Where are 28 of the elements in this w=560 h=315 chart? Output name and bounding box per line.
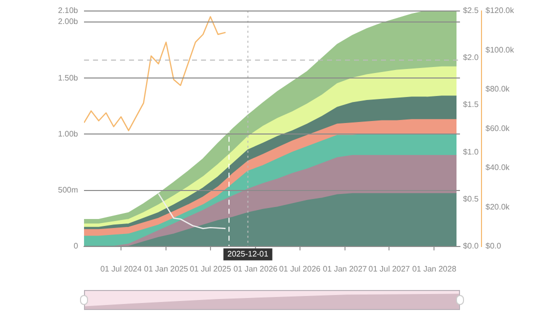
y3-tick-label: $120.0k (486, 6, 515, 16)
x-tick-label: 01 Jul 2025 (190, 264, 232, 274)
y-tick-label: 0 (74, 242, 79, 251)
y2-tick-label: $2.0 (462, 53, 480, 62)
x-tick-label: 01 Jan 2026 (233, 264, 278, 274)
y2-tick-label: $0.0 (462, 242, 480, 251)
y-tick-label: 2.00b (58, 17, 79, 26)
ref-line-label: 2025-12-01 (227, 250, 269, 259)
x-tick-label: 01 Jan 2027 (322, 264, 368, 274)
x-tick-label: 01 Jul 2024 (100, 264, 142, 274)
x-tick-label: 01 Jul 2027 (368, 264, 410, 274)
y3-tick-label: $0.0 (486, 242, 502, 251)
x-tick-label: 01 Jan 2028 (412, 264, 457, 274)
y-tick-label: 2.10b (58, 6, 79, 16)
y2-tick-label: $0.5 (462, 194, 480, 204)
y-tick-label: 1.00b (58, 129, 79, 138)
y2-tick-label: $1.5 (462, 100, 480, 110)
y3-tick-label: $20.0k (486, 202, 511, 212)
y2-tick-label: $2.5 (462, 6, 480, 16)
y-tick-label: 1.50b (58, 73, 79, 82)
y3-tick-label: $40.0k (486, 163, 511, 172)
x-tick-label: 01 Jul 2026 (279, 264, 322, 274)
y3-tick-label: $60.0k (486, 124, 511, 133)
y2-tick-label: $1.0 (462, 147, 480, 156)
y3-tick-label: $100.0k (486, 45, 515, 54)
y3-tick-label: $80.0k (486, 84, 511, 94)
x-tick-label: 01 Jan 2025 (144, 264, 189, 274)
y-tick-label: 500m (58, 186, 78, 195)
